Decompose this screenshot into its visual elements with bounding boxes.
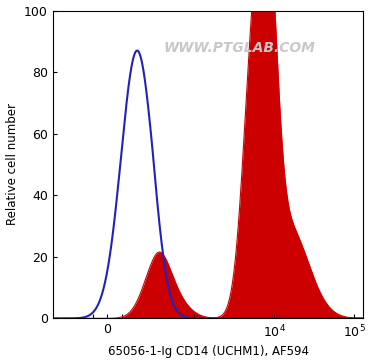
Y-axis label: Relative cell number: Relative cell number	[6, 103, 19, 225]
X-axis label: 65056-1-Ig CD14 (UCHM1), AF594: 65056-1-Ig CD14 (UCHM1), AF594	[108, 345, 309, 359]
Text: WWW.PTGLAB.COM: WWW.PTGLAB.COM	[163, 40, 315, 55]
